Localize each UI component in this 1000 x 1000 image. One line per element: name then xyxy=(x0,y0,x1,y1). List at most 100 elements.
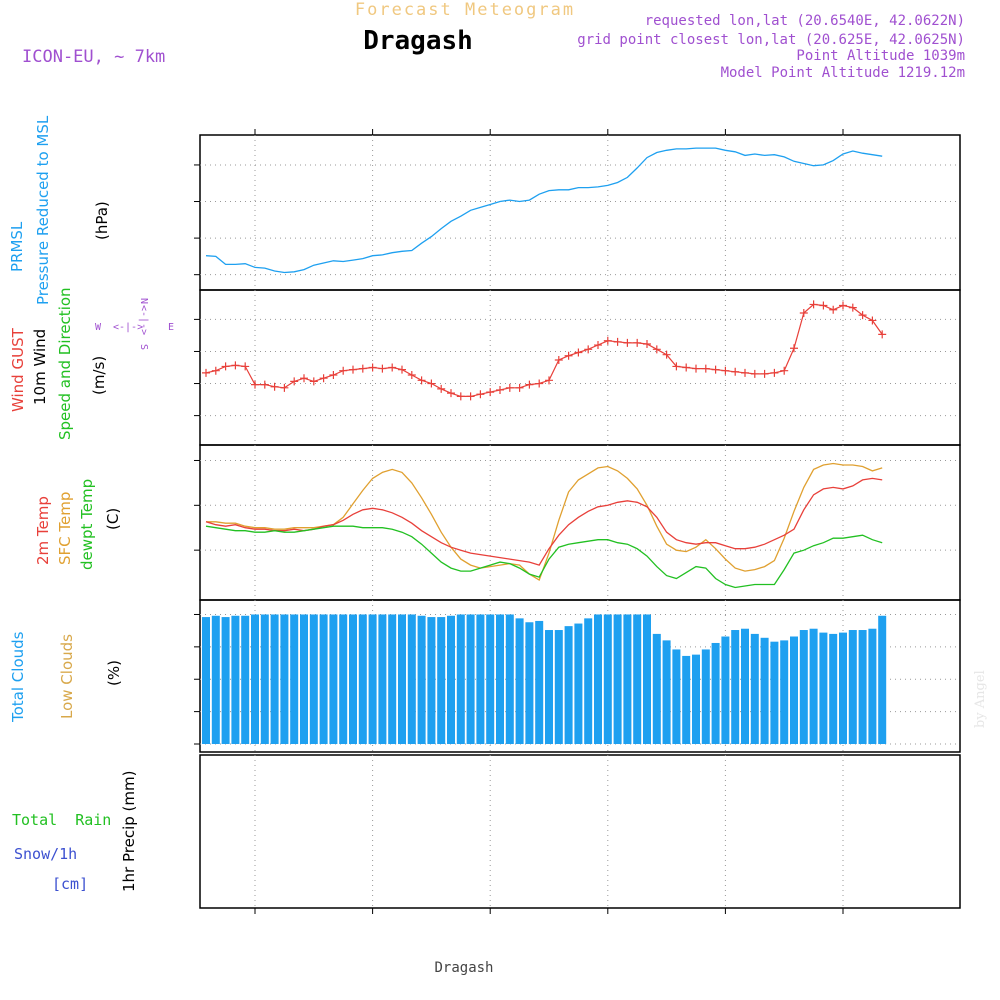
total-cloud-bar xyxy=(672,649,681,744)
total-cloud-bar xyxy=(260,614,269,744)
gust-marker xyxy=(662,350,671,359)
total-cloud-bar xyxy=(251,614,259,744)
total-cloud-bar xyxy=(231,615,240,744)
gust-marker xyxy=(447,389,455,398)
total-cloud-bar xyxy=(711,642,720,744)
total-cloud-bar xyxy=(829,633,838,744)
dewpt-temp-label: dewpt Temp xyxy=(78,479,96,570)
forecast-caption: Forecast Meteogram xyxy=(355,0,575,20)
footer-location: Dragash xyxy=(434,960,493,976)
compass-arrow-horizontal: <-|-> xyxy=(113,322,143,333)
total-cloud-bar xyxy=(574,623,583,744)
total-cloud-bar xyxy=(819,632,828,744)
gust-marker xyxy=(211,366,220,375)
gust-marker xyxy=(848,303,857,312)
temp2m-line xyxy=(205,477,883,566)
pressure-label-name: Pressure Reduced to MSL xyxy=(34,115,52,305)
compass-arrow-vertical: <-|-> xyxy=(138,305,149,335)
total-cloud-bar xyxy=(309,614,318,744)
chart-decor xyxy=(194,129,961,914)
gust-marker xyxy=(770,368,779,377)
total-cloud-bar xyxy=(466,614,475,744)
temp-panel-frame xyxy=(199,444,961,601)
total-cloud-bar xyxy=(584,618,593,744)
model-name: ICON-EU, ~ 7km xyxy=(22,47,165,67)
gust-marker xyxy=(790,344,798,353)
gust-marker xyxy=(251,380,259,389)
total-cloud-bar xyxy=(447,615,455,744)
gust-marker xyxy=(721,366,730,375)
total-cloud-bar xyxy=(211,615,220,744)
gust-line xyxy=(205,303,883,397)
watermark: by Angel xyxy=(973,670,988,728)
total-cloud-bar xyxy=(329,614,338,744)
clouds-panel-frame xyxy=(199,599,961,753)
total-cloud-bar xyxy=(378,614,387,744)
gust-marker xyxy=(378,364,387,373)
total-cloud-bar xyxy=(878,615,887,744)
gust-marker xyxy=(319,374,328,383)
total-cloud-bar xyxy=(623,614,632,744)
total-cloud-bar xyxy=(868,628,877,744)
gust-marker xyxy=(515,383,524,392)
total-cloud-bar xyxy=(839,632,847,744)
gust-marker xyxy=(584,345,593,354)
gust-marker xyxy=(692,364,700,373)
gust-marker xyxy=(858,311,867,320)
total-cloud-bar xyxy=(525,622,534,744)
total-cloud-bar xyxy=(349,614,357,744)
gust-marker xyxy=(839,301,847,310)
gust-marker xyxy=(398,365,406,374)
total-cloud-bar xyxy=(290,614,299,744)
total-cloud-bar xyxy=(456,614,465,744)
gust-marker xyxy=(819,301,828,310)
gust-marker xyxy=(476,390,485,399)
snow-unit-label: [cm] xyxy=(52,875,88,893)
gust-marker xyxy=(594,341,602,350)
total-cloud-bar xyxy=(339,614,348,744)
total-cloud-bar xyxy=(476,614,485,744)
gust-marker xyxy=(505,383,514,392)
chart-texts: Forecast Meteogram Dragash ICON-EU, ~ 7k… xyxy=(8,0,988,976)
total-cloud-bar xyxy=(790,636,798,744)
pressure-panel-frame xyxy=(199,134,961,291)
total-cloud-bar xyxy=(682,655,691,744)
gust-marker xyxy=(574,348,583,357)
gust-marker xyxy=(309,377,318,386)
total-cloud-bar xyxy=(358,614,367,744)
total-cloud-bar xyxy=(407,614,416,744)
gust-marker xyxy=(339,366,348,375)
precip-panel-frame xyxy=(199,754,961,909)
total-cloud-bar xyxy=(731,630,740,744)
chart-plots xyxy=(202,147,887,744)
pressure-label-prmsl: PRMSL xyxy=(8,221,26,272)
gust-marker xyxy=(407,370,416,379)
gust-marker xyxy=(623,338,632,347)
total-cloud-bar xyxy=(809,628,818,744)
gust-marker xyxy=(241,362,250,371)
total-cloud-bar xyxy=(643,614,651,744)
total-cloud-bar xyxy=(721,636,730,744)
gust-marker xyxy=(486,388,495,397)
total-cloud-bar xyxy=(437,617,446,744)
gust-marker xyxy=(731,367,740,376)
total-cloud-bar xyxy=(770,641,779,744)
total-cloud-bar xyxy=(496,614,504,744)
total-cloud-bar xyxy=(388,614,397,744)
gust-marker xyxy=(466,392,475,401)
gust-marker xyxy=(427,379,436,388)
gust-marker xyxy=(358,364,367,373)
gust-marker xyxy=(231,361,240,370)
point-altitude: Point Altitude 1039m xyxy=(796,48,965,64)
gust-marker xyxy=(878,330,887,339)
gust-marker xyxy=(643,339,651,348)
gust-marker xyxy=(280,383,289,392)
total-cloud-bar xyxy=(368,614,377,744)
total-cloud-bar xyxy=(613,614,622,744)
gust-marker xyxy=(799,308,808,317)
compass-n: N xyxy=(138,298,149,304)
total-cloud-bar xyxy=(505,614,514,744)
gust-marker xyxy=(300,374,308,383)
gust-marker xyxy=(388,363,397,372)
